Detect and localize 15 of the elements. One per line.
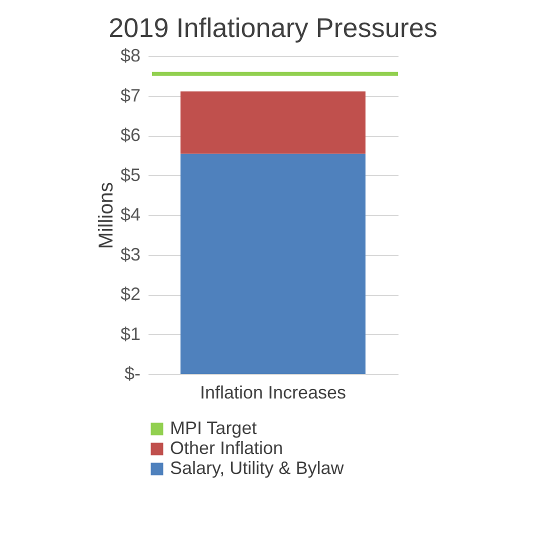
legend-label: MPI Target [170, 418, 257, 438]
y-tick-label: $4 [120, 204, 140, 224]
legend-label: Other Inflation [170, 438, 284, 458]
y-tick-label: $- [124, 364, 140, 384]
y-tick-label: $6 [120, 125, 140, 145]
y-tick-label: $3 [120, 244, 140, 264]
legend-label: Salary, Utility & Bylaw [170, 458, 345, 478]
y-axis-title: Millions [95, 182, 118, 249]
y-tick-label: $2 [120, 284, 140, 304]
y-tick-label: $5 [120, 164, 140, 185]
chart-title: 2019 Inflationary Pressures [108, 13, 438, 43]
y-tick-label: $1 [120, 324, 140, 344]
y-tick-label: $7 [120, 85, 140, 106]
y-tick-label: $8 [120, 46, 140, 66]
x-tick-label: Inflation Increases [200, 382, 346, 402]
